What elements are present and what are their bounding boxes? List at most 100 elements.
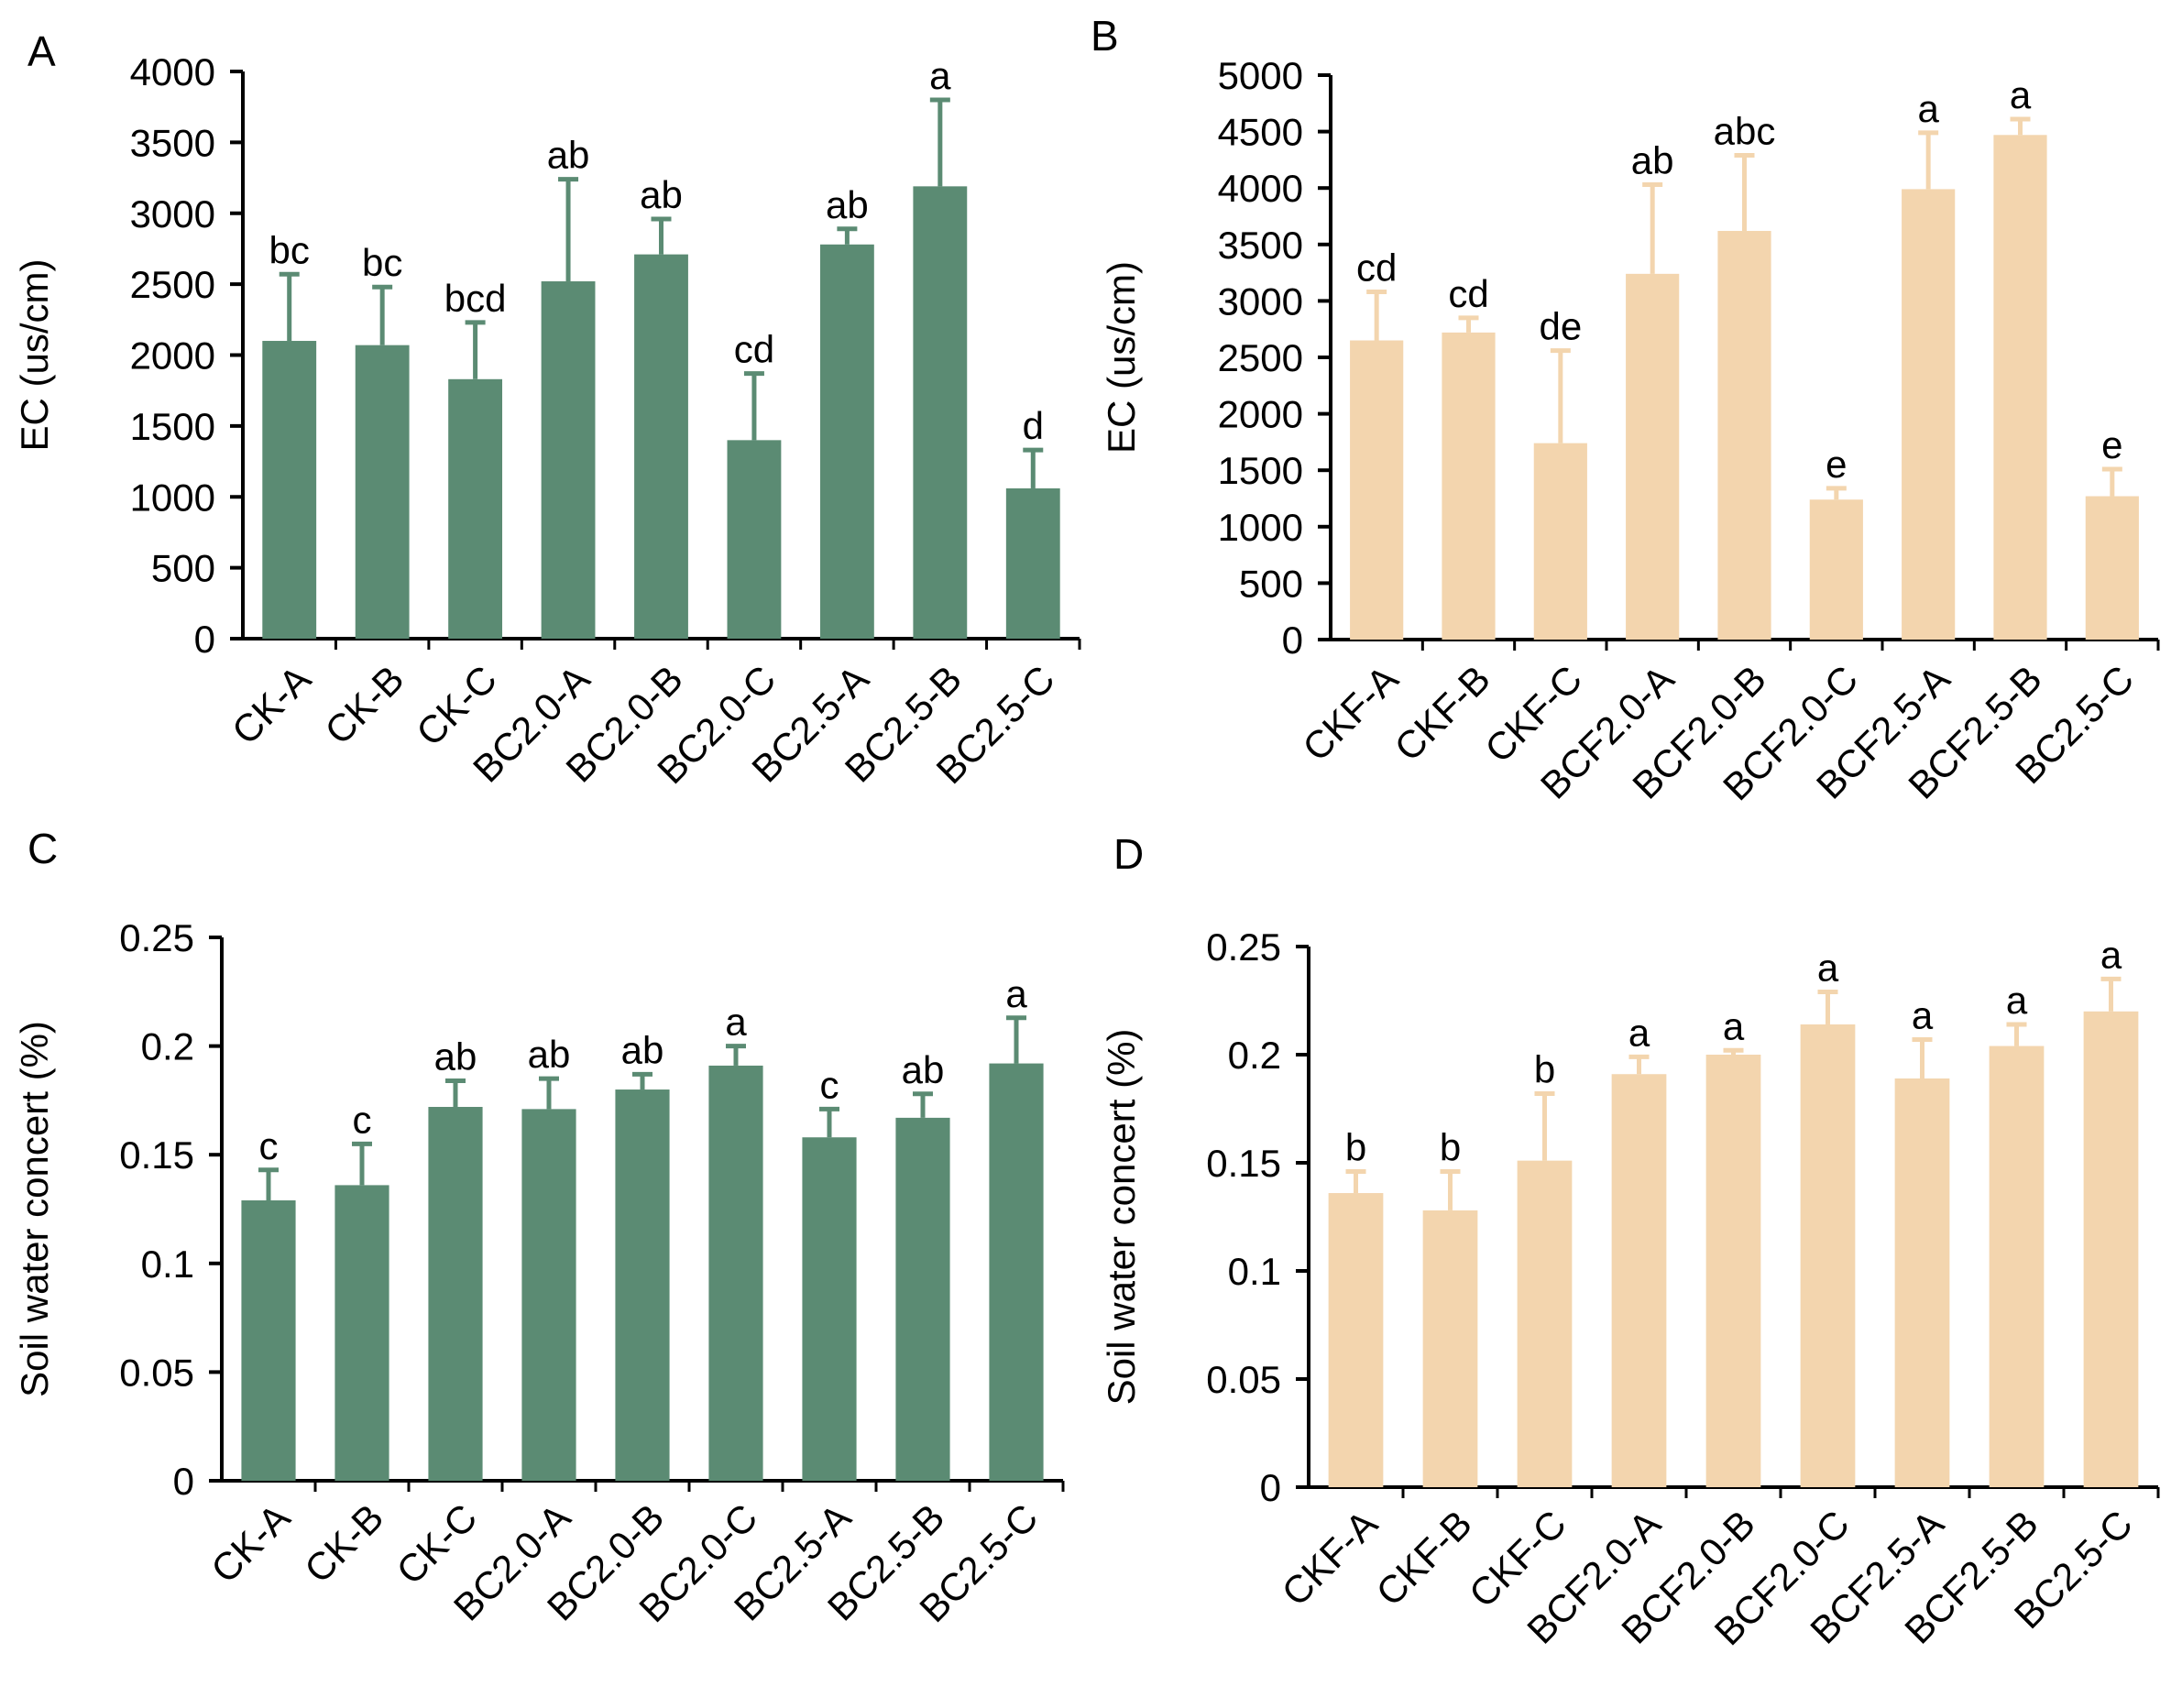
bar xyxy=(615,1089,670,1481)
bar xyxy=(819,244,874,639)
bar xyxy=(428,1107,483,1481)
significance-letter: ab xyxy=(640,173,683,216)
significance-letter: e xyxy=(1826,443,1847,486)
y-tick-label: 3000 xyxy=(1218,279,1303,323)
significance-letter: bcd xyxy=(444,277,507,320)
bar xyxy=(334,1185,389,1481)
significance-letter: b xyxy=(1440,1125,1461,1168)
bar xyxy=(1005,487,1060,639)
bar xyxy=(1993,135,2047,640)
significance-letter: a xyxy=(1628,1011,1650,1054)
x-tick-label: CK-B xyxy=(316,657,411,752)
y-tick-label: 0.15 xyxy=(119,1133,194,1177)
significance-letter: ab xyxy=(528,1033,571,1076)
significance-letter: a xyxy=(2100,933,2122,976)
panel-label: D xyxy=(1113,830,1144,878)
bar xyxy=(448,378,503,639)
significance-letter: a xyxy=(1005,972,1027,1015)
x-tick-label: CKF-A xyxy=(1294,657,1406,769)
bar xyxy=(1809,499,1863,640)
panel-label: B xyxy=(1091,12,1119,60)
significance-letter: ab xyxy=(547,134,590,177)
y-tick-label: 2500 xyxy=(130,263,215,306)
y-tick-label: 1000 xyxy=(1218,506,1303,549)
bar xyxy=(2085,496,2139,640)
bar xyxy=(802,1137,857,1481)
panel-d: D Soil water concert (%) 0 0.05 0.1 0.15 0.2 0.… xyxy=(1100,830,2160,1653)
y-tick-label: 0 xyxy=(194,618,215,661)
y-tick-label: 0.25 xyxy=(119,916,194,959)
y-tick-label: 500 xyxy=(1239,562,1303,605)
y-tick-label: 1500 xyxy=(1218,449,1303,492)
significance-letter: b xyxy=(1534,1047,1555,1090)
y-tick-label: 4000 xyxy=(1218,167,1303,210)
y-tick-label: 2000 xyxy=(130,334,215,378)
bar xyxy=(1350,340,1404,640)
significance-letter: c xyxy=(353,1098,372,1141)
y-tick-label: 1500 xyxy=(130,405,215,448)
y-axis-title: Soil water concert (%) xyxy=(1100,1029,1143,1406)
y-tick-label: 4500 xyxy=(1218,111,1303,154)
bar xyxy=(1717,231,1771,640)
significance-letter: ab xyxy=(1631,139,1674,182)
x-tick-label: CKF-B xyxy=(1387,657,1498,769)
panel-label: C xyxy=(27,825,58,872)
bar xyxy=(1328,1193,1384,1487)
bar xyxy=(262,341,317,639)
y-tick-label: 1000 xyxy=(130,476,215,519)
bar xyxy=(708,1065,763,1481)
bar xyxy=(241,1200,296,1481)
significance-letter: bc xyxy=(269,228,310,271)
bar xyxy=(2083,1011,2139,1487)
bar xyxy=(895,1117,950,1481)
bar xyxy=(1626,273,1680,640)
y-tick-label: 5000 xyxy=(1218,54,1303,97)
bar xyxy=(634,254,688,639)
x-tick-label: CKF-B xyxy=(1368,1502,1480,1614)
significance-letter: ab xyxy=(434,1035,477,1078)
y-tick-label: 0.15 xyxy=(1206,1142,1281,1185)
y-tick-label: 0.05 xyxy=(1206,1358,1281,1401)
significance-letter: b xyxy=(1345,1125,1366,1168)
y-axis-title: EC (us/cm) xyxy=(1100,261,1143,454)
y-tick-label: 4000 xyxy=(130,50,215,93)
y-tick-label: 0.1 xyxy=(1228,1250,1281,1293)
significance-letter: c xyxy=(820,1063,839,1106)
bar xyxy=(1800,1024,1856,1487)
y-tick-label: 500 xyxy=(151,547,215,590)
panel-b: B EC (us/cm) 0 500 1000 1500 2000 2500 3000 3500 4… xyxy=(1091,12,2160,808)
significance-letter: a xyxy=(1723,1004,1745,1047)
bar xyxy=(1442,332,1496,640)
significance-letter: cd xyxy=(1356,246,1397,290)
y-tick-label: 3000 xyxy=(130,192,215,235)
panel-label: A xyxy=(27,27,56,75)
y-tick-label: 0.25 xyxy=(1206,925,1281,969)
y-tick-label: 0.1 xyxy=(141,1243,194,1286)
significance-letter: bc xyxy=(362,241,402,284)
y-tick-label: 0 xyxy=(173,1460,194,1503)
bar xyxy=(355,345,410,639)
significance-letter: a xyxy=(1912,993,1934,1036)
panel-c: C Soil water concert (%) 0 0.05 0.1 0.15 0.2 0.… xyxy=(13,825,1065,1630)
y-tick-label: 2000 xyxy=(1218,393,1303,436)
significance-letter: abc xyxy=(1714,109,1776,152)
significance-letter: a xyxy=(725,1001,747,1044)
bar xyxy=(1533,443,1587,640)
significance-letter: d xyxy=(1023,404,1044,447)
panel-a: A EC (us/cm) 0 500 1000 1500 2000 2500 3000 3500 4… xyxy=(13,27,1081,792)
bar xyxy=(727,440,782,639)
y-tick-label: 2500 xyxy=(1218,336,1303,379)
x-tick-label: CKF-A xyxy=(1274,1502,1386,1614)
bar xyxy=(1705,1055,1761,1487)
significance-letter: ab xyxy=(826,183,869,226)
bar xyxy=(1611,1074,1667,1487)
bar xyxy=(1894,1078,1950,1487)
bar xyxy=(1902,189,1956,640)
y-tick-label: 0 xyxy=(1282,619,1303,662)
significance-letter: ab xyxy=(902,1048,945,1091)
bar xyxy=(521,1109,576,1481)
significance-letter: cd xyxy=(1448,272,1488,315)
significance-letter: a xyxy=(1817,947,1839,990)
y-axis-title: EC (us/cm) xyxy=(13,259,56,452)
